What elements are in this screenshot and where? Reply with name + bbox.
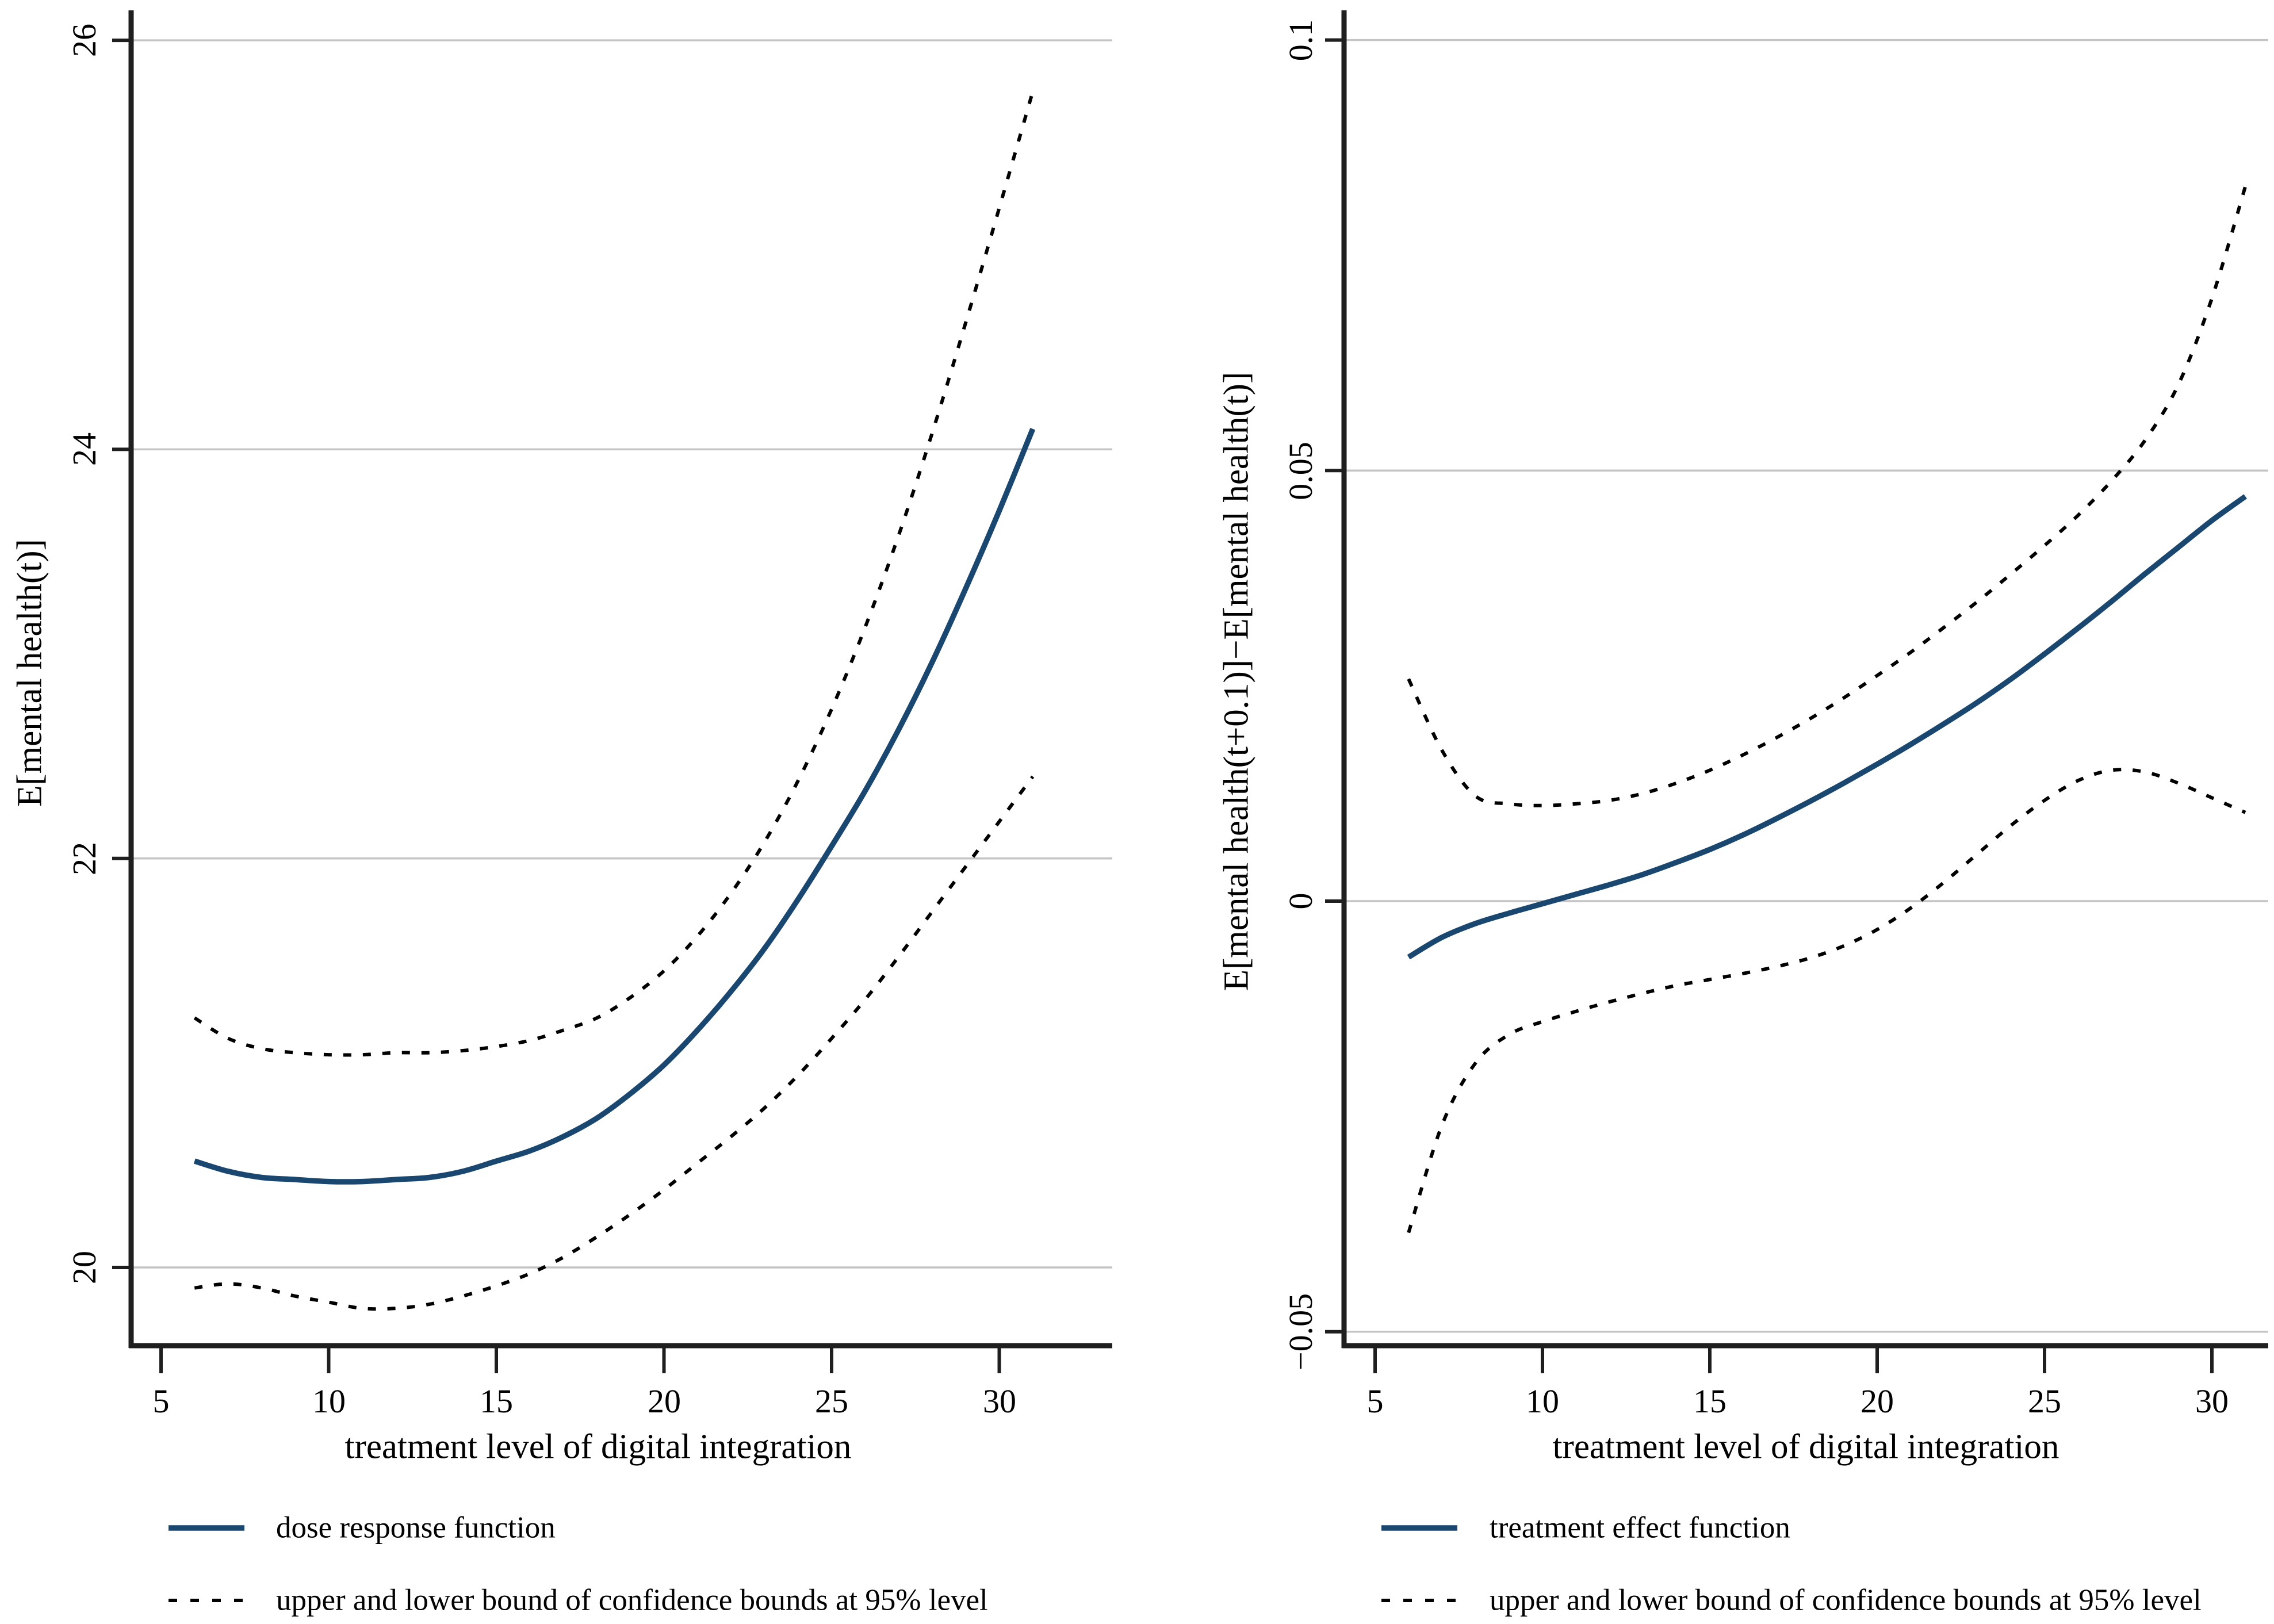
- right-y-tick-label: 0: [1282, 893, 1319, 910]
- right-point-estimate-curve: [1407, 494, 2247, 960]
- right-legend-label-dashed: upper and lower bound of confidence boun…: [1490, 1583, 2202, 1617]
- right-x-tick-label: 30: [2195, 1382, 2229, 1420]
- left-x-tick-label: 25: [815, 1382, 848, 1420]
- right-y-tick-label: −0.05: [1282, 1293, 1319, 1371]
- right-x-tick-label: 10: [1526, 1382, 1559, 1420]
- left-legend-label-dashed: upper and lower bound of confidence boun…: [276, 1583, 988, 1617]
- left-x-axis-title: treatment level of digital integration: [344, 1427, 852, 1466]
- left-point-estimate-curve: [193, 428, 1036, 1185]
- left-x-tick-label: 20: [648, 1382, 681, 1420]
- right-x-tick-label: 20: [1860, 1382, 1894, 1420]
- left-legend-label-solid: dose response function: [276, 1511, 556, 1545]
- left-x-tick-label: 10: [312, 1382, 346, 1420]
- left-y-tick-label: 22: [66, 842, 103, 875]
- left-x-tick-label: 30: [983, 1382, 1016, 1420]
- right-legend-label-solid: treatment effect function: [1490, 1511, 1790, 1545]
- right-y-axis-title: E[mental health(t+0.1)]−E[mental health(…: [1217, 371, 1256, 991]
- right-y-tick-label: 0.1: [1282, 19, 1319, 62]
- right-upper-ci-curve: [1407, 186, 2248, 807]
- right-y-tick-label: 0.05: [1282, 442, 1319, 500]
- left-lower-ci-curve: [194, 775, 1035, 1311]
- right-lower-ci-curve: [1407, 768, 2246, 1234]
- left-x-tick-label: 5: [152, 1382, 170, 1420]
- left-y-tick-label: 24: [66, 432, 103, 466]
- right-x-axis-title: treatment level of digital integration: [1552, 1427, 2059, 1466]
- right-x-tick-label: 5: [1366, 1382, 1384, 1420]
- left-y-axis-title: E[mental health(t)]: [10, 539, 49, 807]
- right-x-tick-label: 25: [2028, 1382, 2061, 1420]
- left-y-tick-label: 20: [66, 1251, 103, 1284]
- left-y-tick-label: 26: [66, 24, 103, 57]
- right-x-tick-label: 15: [1693, 1382, 1726, 1420]
- left-x-tick-label: 15: [480, 1382, 513, 1420]
- left-upper-ci-curve: [193, 91, 1035, 1057]
